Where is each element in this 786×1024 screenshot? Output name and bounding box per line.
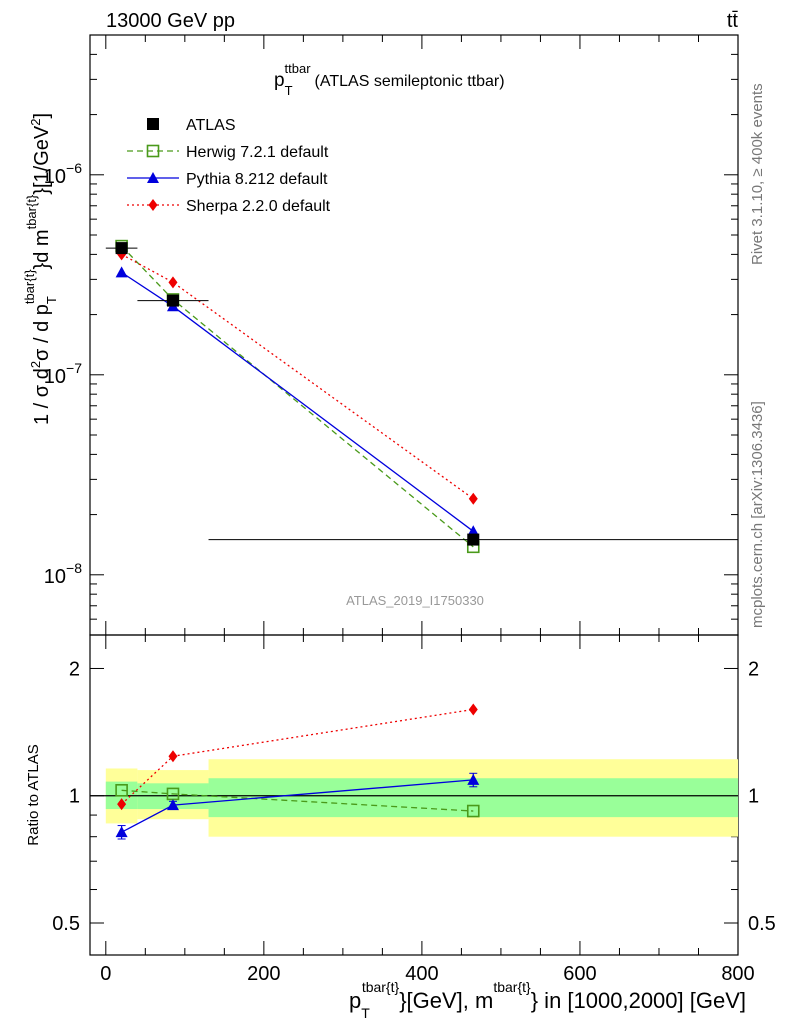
header-left: 13000 GeV pp xyxy=(106,10,235,32)
legend-marker-atlas xyxy=(147,118,159,130)
ratio-point-herwig-7-2-1-default xyxy=(466,804,480,818)
ratio-y-tick-label: 1 xyxy=(69,786,80,808)
main-point-pythia-8-212-default xyxy=(115,266,128,278)
ratio-y-axis-label: Ratio to ATLAS xyxy=(25,744,42,845)
rivet-label: Rivet 3.1.10, ≥ 400k events xyxy=(749,83,766,265)
legend-label-herwig-7-2-1-default: Herwig 7.2.1 default xyxy=(186,144,329,161)
legend-label-atlas: ATLAS xyxy=(186,117,236,134)
main-y-tick-label: 10−6 xyxy=(44,160,82,188)
legend: ATLAS Herwig 7.2.1 default Pythia 8.212 de… xyxy=(127,117,331,215)
legend-label-sherpa-2-2-0-default: Sherpa 2.2.0 default xyxy=(186,198,331,215)
ratio-point-pythia-8-212-default xyxy=(467,773,480,785)
main-point-pythia-8-212-default xyxy=(467,525,480,537)
ratio-y-tick-label-right: 2 xyxy=(748,658,759,680)
ratio-line-herwig-7-2-1-default xyxy=(121,789,474,812)
main-line-herwig-7-2-1-default xyxy=(121,245,474,548)
ratio-point-sherpa-2-2-0-default xyxy=(468,703,478,716)
ratio-y-tick-label-right: 1 xyxy=(748,786,759,808)
ratio-y-tick-label: 0.5 xyxy=(52,913,80,935)
ratio-axis-ticks: 0 200 400 600 800 0.5 0.5 1 1 2 2 xyxy=(52,635,776,985)
main-series-group xyxy=(105,239,738,554)
ratio-point-herwig-7-2-1-default xyxy=(115,784,128,797)
legend-marker-herwig-7-2-1-default xyxy=(146,144,160,158)
main-line-sherpa-2-2-0-default xyxy=(121,253,474,500)
ratio-point-sherpa-2-2-0-default xyxy=(168,750,178,763)
header-right: tt̄ xyxy=(727,10,739,32)
legend-label-pythia-8-212-default: Pythia 8.212 default xyxy=(186,171,328,188)
ratio-point-pythia-8-212-default xyxy=(166,799,179,811)
ratio-point-sherpa-2-2-0-default xyxy=(117,798,127,811)
legend-marker-sherpa-2-2-0-default xyxy=(148,199,158,211)
main-point-sherpa-2-2-0-default xyxy=(468,492,478,505)
ratio-point-pythia-8-212-default xyxy=(115,826,128,838)
x-tick-label: 600 xyxy=(563,963,596,985)
mcplots-label: mcplots.cern.ch [arXiv:1306.3436] xyxy=(749,401,766,628)
legend-marker-pythia-8-212-default xyxy=(147,172,159,183)
x-tick-label: 400 xyxy=(405,963,438,985)
plot-title: pTttbar(ATLAS semileptonic ttbar) xyxy=(274,61,505,98)
x-tick-label: 0 xyxy=(100,963,111,985)
ratio-y-tick-label: 2 xyxy=(69,658,80,680)
x-tick-label: 200 xyxy=(247,963,280,985)
main-point-sherpa-2-2-0-default xyxy=(168,276,178,289)
main-y-tick-label: 10−8 xyxy=(44,560,82,588)
x-axis-label: pTtbar{t}}[GeV], mtbar{t}} in [1000,2000… xyxy=(349,979,746,1021)
ratio-uncertainty-bands xyxy=(90,759,738,837)
ratio-y-tick-label-right: 0.5 xyxy=(748,913,776,935)
main-axis-ticks: 10−8 10−7 10−6 xyxy=(44,34,739,636)
main-y-tick-label: 10−7 xyxy=(44,360,82,388)
x-tick-label: 800 xyxy=(721,963,754,985)
ratio-series-group xyxy=(115,703,480,840)
analysis-watermark: ATLAS_2019_I1750330 xyxy=(346,593,484,608)
